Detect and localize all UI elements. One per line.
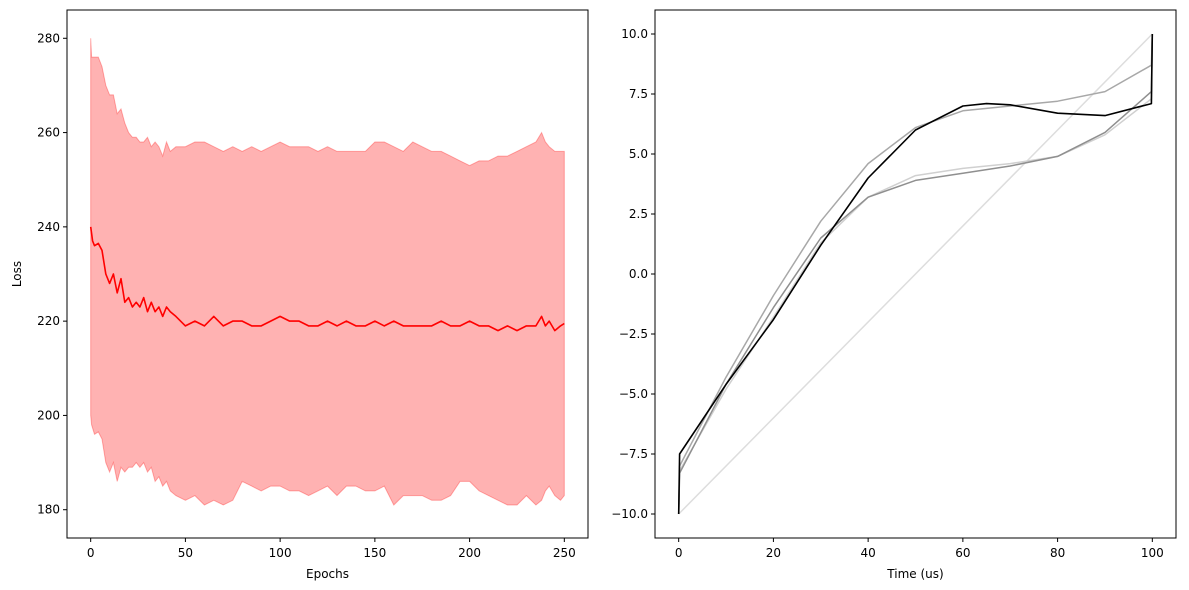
x-tick-label: 250 [553,546,576,560]
y-tick-label: −5.0 [619,387,648,401]
x-axis-label: Epochs [306,567,349,581]
x-tick-label: 0 [87,546,95,560]
trajectory-line-5 [677,33,1154,515]
y-tick-label: 10.0 [621,27,648,41]
x-tick-label: 40 [860,546,875,560]
axes-2: 0 20 40 60 80 100 −10.0 −7.5 −5.0 −2.5 0.0 2.5 5.0 7.… [611,9,1177,581]
y-tick-label: −2.5 [619,327,648,341]
mean-loss-line [89,226,565,332]
x-tick-label: 80 [1050,546,1065,560]
y-tick-label: −7.5 [619,447,648,461]
x-tick-label: 200 [458,546,481,560]
x-tick-label: 150 [363,546,386,560]
x-tick-label: 50 [178,546,193,560]
x-tick-label: 100 [1141,546,1164,560]
y-tick-label: −10.0 [611,507,648,521]
y-tick-label: 220 [37,314,60,328]
x-tick-label: 20 [766,546,781,560]
trajectory-line-3 [677,33,1154,515]
y-tick-label: 200 [37,408,60,422]
trajectory-line-1 [678,33,1153,515]
y-tick-label: 0.0 [629,267,648,281]
x-axis-label: Time (us) [886,567,943,581]
y-tick-label: 240 [37,220,60,234]
y-tick-label: 2.5 [629,207,648,221]
axes-frame [66,9,589,539]
y-tick-label: 280 [37,31,60,45]
y-tick-label: 180 [37,503,60,517]
x-tick-label: 100 [269,546,292,560]
plot-area-1 [89,38,565,506]
axes-1: 0 50 100 150 200 250 180 200 220 240 260 280 Epochs L… [10,9,589,581]
loss-range-band [90,38,565,506]
x-tick-label: 0 [675,546,683,560]
y-tick-label: 260 [37,126,60,140]
y-axis-label: Loss [10,261,24,287]
y-tick-label: 5.0 [629,147,648,161]
x-tick-label: 60 [955,546,970,560]
y-tick-label: 7.5 [629,87,648,101]
plot-area-2 [677,33,1154,515]
trajectory-line-2 [677,33,1154,515]
